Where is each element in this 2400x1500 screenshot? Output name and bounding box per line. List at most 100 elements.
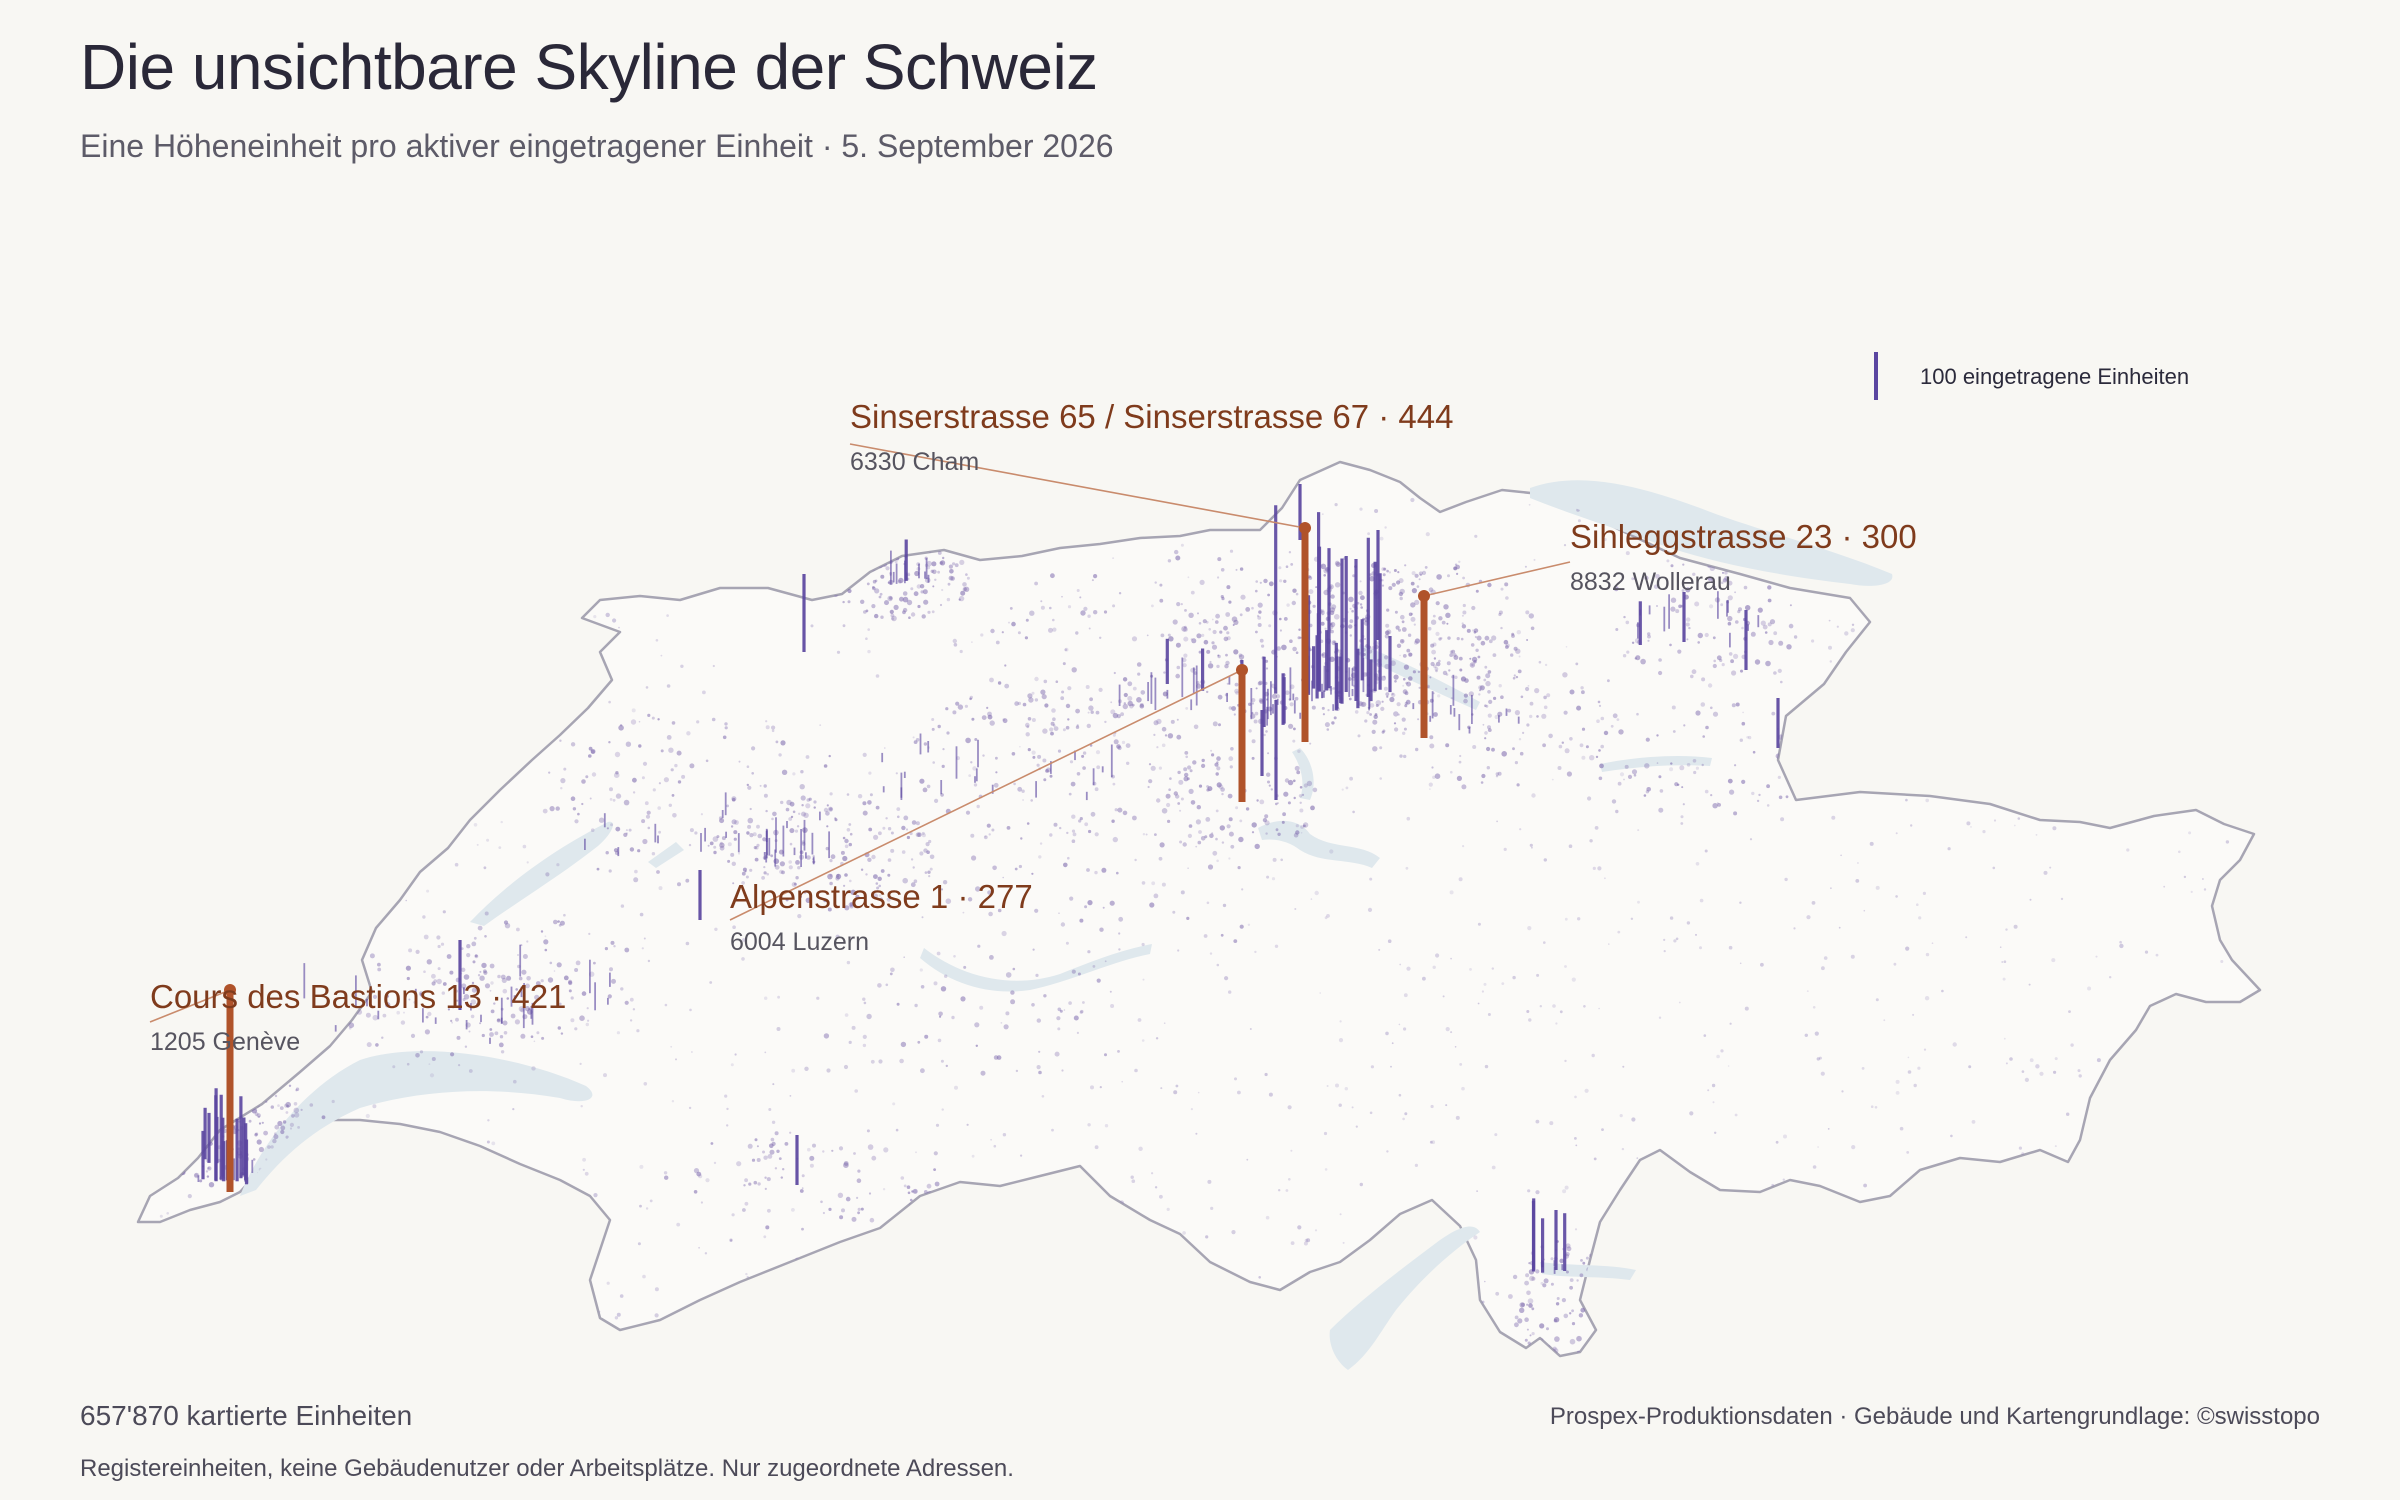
density-dot: [1093, 1335, 1097, 1338]
density-dot: [937, 724, 941, 729]
density-dot: [847, 600, 851, 604]
density-dot: [1396, 580, 1401, 585]
density-dot: [1941, 735, 1946, 740]
density-dot: [1279, 629, 1282, 632]
density-dot: [840, 850, 845, 855]
density-dot: [747, 1143, 753, 1149]
density-dot: [1235, 1310, 1240, 1314]
density-dot: [1122, 810, 1128, 816]
density-dot: [1087, 614, 1091, 618]
density-dot: [835, 876, 840, 881]
density-dot: [1950, 1134, 1953, 1138]
density-dot: [1484, 704, 1487, 707]
density-dot: [865, 609, 869, 613]
density-dot: [775, 740, 779, 744]
density-dot: [666, 614, 669, 617]
density-dot: [412, 682, 417, 687]
density-dot: [237, 1090, 244, 1096]
density-dot: [757, 833, 763, 839]
density-dot: [1735, 620, 1739, 624]
density-dot: [1334, 582, 1341, 588]
density-dot: [910, 587, 914, 591]
density-dot: [335, 737, 339, 741]
density-dot: [774, 1167, 778, 1170]
density-dot: [1216, 859, 1219, 863]
density-dot: [1727, 778, 1733, 784]
density-dot: [2214, 601, 2219, 606]
density-dot: [1704, 789, 1709, 794]
density-dot: [608, 700, 611, 704]
density-dot: [1569, 737, 1573, 741]
density-dot: [1310, 805, 1315, 811]
density-dot: [1445, 1027, 1450, 1032]
density-dot: [1169, 777, 1172, 780]
density-dot: [256, 1113, 261, 1118]
density-dot: [1403, 1027, 1407, 1031]
density-dot: [183, 1121, 189, 1126]
density-dot: [1403, 727, 1407, 731]
density-dot: [237, 721, 241, 724]
density-dot: [299, 883, 304, 888]
density-dot: [1113, 671, 1116, 675]
density-dot: [356, 471, 360, 475]
density-dot: [2042, 689, 2046, 693]
density-dot: [431, 973, 436, 979]
density-dot: [645, 1207, 649, 1210]
density-dot: [493, 1002, 496, 1005]
density-dot: [1348, 624, 1353, 629]
density-dot: [713, 1161, 717, 1165]
density-dot: [1870, 632, 1875, 637]
density-dot: [713, 845, 717, 849]
density-dot: [289, 1127, 293, 1130]
density-dot: [1923, 1048, 1927, 1051]
density-dot: [812, 1143, 816, 1148]
density-dot: [1925, 952, 1930, 957]
density-dot: [588, 932, 591, 936]
density-dot: [1018, 864, 1023, 869]
density-dot: [1031, 718, 1036, 722]
density-dot: [1211, 753, 1215, 757]
density-dot: [517, 954, 519, 956]
density-dot: [1127, 681, 1133, 687]
density-dot: [1321, 513, 1324, 515]
density-dot: [764, 1176, 767, 1179]
density-dot: [186, 1150, 189, 1153]
density-dot: [1850, 954, 1855, 959]
density-dot: [1476, 635, 1482, 641]
density-dot: [1067, 605, 1072, 609]
density-dot: [2112, 1310, 2117, 1316]
density-dot: [631, 708, 636, 713]
leader-line-geneve: [149, 989, 231, 1023]
density-dot: [560, 778, 566, 784]
density-dot: [1063, 1009, 1066, 1011]
density-dot: [413, 1251, 417, 1255]
density-dot: [369, 953, 375, 959]
density-dot: [1994, 1212, 1997, 1215]
density-dot: [1690, 674, 1694, 679]
callout-place-luzern: 6004 Luzern: [730, 928, 870, 956]
density-dot: [1182, 663, 1187, 668]
density-dot: [1721, 663, 1725, 667]
density-dot: [990, 1138, 992, 1141]
density-dot: [1695, 710, 1701, 716]
lake-lucerne: [1258, 820, 1380, 868]
density-dot: [1090, 811, 1096, 817]
density-dot: [865, 873, 868, 876]
density-dot: [1208, 628, 1211, 631]
density-dot: [986, 823, 991, 828]
density-dot: [1082, 751, 1087, 755]
density-dot: [938, 1011, 943, 1017]
density-dot: [962, 587, 967, 592]
density-dot: [754, 857, 759, 862]
density-dot: [1650, 1193, 1655, 1199]
density-dot: [1198, 622, 1202, 625]
density-dot: [1554, 1336, 1560, 1342]
density-dot: [498, 846, 502, 849]
density-dot: [1626, 650, 1630, 654]
density-dot: [365, 1208, 369, 1211]
density-dot: [637, 849, 641, 853]
density-dot: [753, 1180, 758, 1185]
density-dot: [1436, 574, 1442, 580]
density-dot: [1876, 1262, 1878, 1265]
density-dot: [763, 1235, 767, 1239]
